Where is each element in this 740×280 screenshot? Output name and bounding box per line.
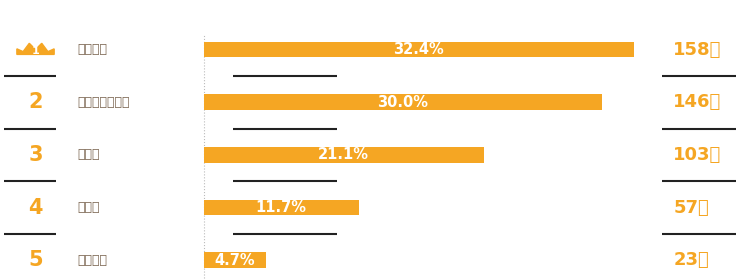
Text: 158人: 158人 [673,41,721,59]
Text: 1: 1 [32,46,39,56]
Text: 30.0%: 30.0% [377,95,428,110]
Bar [204,147,484,163]
Text: 浸透力: 浸透力 [78,201,100,214]
Text: 3: 3 [28,145,43,165]
Text: 21.1%: 21.1% [318,147,369,162]
Text: 23人: 23人 [673,251,709,269]
Text: 4.7%: 4.7% [215,253,255,268]
Text: 4: 4 [28,197,43,218]
Text: 11.7%: 11.7% [255,200,306,215]
Text: 32.4%: 32.4% [393,42,444,57]
Text: 2: 2 [28,92,43,112]
Text: 5: 5 [28,250,43,270]
Bar [204,42,633,57]
Text: 57人: 57人 [673,199,709,216]
Bar [204,252,266,268]
Text: 103人: 103人 [673,146,721,164]
Text: 146人: 146人 [673,93,721,111]
Bar [204,200,359,215]
Polygon shape [17,43,54,54]
Text: 肌のしっとり感: 肌のしっとり感 [78,96,130,109]
Bar [204,94,602,110]
Text: 無香料: 無香料 [78,148,100,161]
Text: 20代→15.2%・30代→43.7%・40代→24.8%・50代→12.0%・60代→4.4%（合計487名）: 20代→15.2%・30代→43.7%・40代→24.8%・50代→12.0%・… [252,11,610,21]
Text: つけ心地: つけ心地 [78,43,108,56]
Text: 合わない: 合わない [78,254,108,267]
